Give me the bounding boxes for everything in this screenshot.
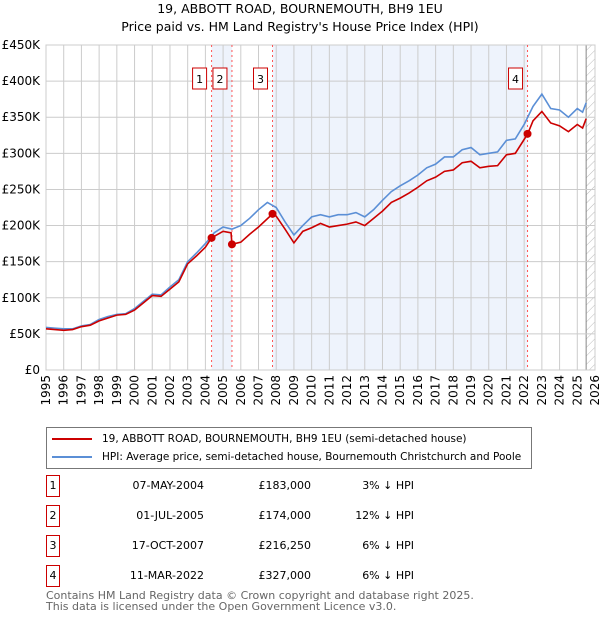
x-tick-label: 2016 [411,375,425,406]
sale-label: 3 [257,73,264,86]
y-tick-label: £150K [2,255,42,269]
y-tick-label: £300K [2,146,42,160]
footer-line-2: This data is licensed under the Open Gov… [46,600,397,613]
x-tick-label: 1998 [92,375,106,406]
x-tick-label: 2002 [163,375,177,406]
sale-label: 1 [196,73,203,86]
x-tick-label: 2017 [429,375,443,406]
sale-marker-badge: 3 [46,535,60,557]
shaded-period [211,45,232,370]
x-tick-label: 1997 [74,375,88,406]
legend-label: 19, ABBOTT ROAD, BOURNEMOUTH, BH9 1EU (s… [102,433,467,445]
x-tick-label: 2006 [234,375,248,406]
y-tick-label: £0 [25,363,40,377]
sale-date: 07-MAY-2004 [132,479,204,492]
sale-label-box [192,67,208,90]
x-tick-label: 2009 [287,375,301,406]
legend-label: HPI: Average price, semi-detached house,… [102,451,522,463]
hpi-diff: 6% ↓ HPI [362,539,414,552]
sale-label-box [253,67,269,90]
hpi-diff: 12% ↓ HPI [355,509,414,522]
y-tick-label: £50K [9,327,41,341]
x-tick-label: 2008 [269,375,283,406]
x-tick-label: 2004 [198,375,212,406]
sale-date: 01-JUL-2005 [136,509,204,522]
red-line-swatch [52,438,92,440]
sale-price: £216,250 [258,539,312,552]
sale-label: 2 [216,73,223,86]
x-tick-label: 2026 [588,375,600,406]
x-tick-label: 2025 [570,375,584,406]
sale-price: £183,000 [258,479,312,492]
x-tick-label: 2015 [393,375,407,406]
x-tick-label: 2012 [340,375,354,406]
plot-frame [45,44,596,371]
sale-marker-badge: 1 [46,475,60,497]
price-chart: £0 £50K £100K £150K £200K £250K £300K £350K £400… [2,38,600,406]
x-tick-label: 2022 [517,375,531,406]
x-tick-label: 2013 [358,375,372,406]
property-price-line [45,110,587,332]
sale-date: 11-MAR-2022 [129,569,204,582]
y-tick-label: £350K [2,110,42,124]
forecast-hatch [586,45,595,370]
y-tick-label: £400K [2,74,42,88]
x-tick-label: 2014 [375,375,389,406]
x-tick-label: 2023 [535,375,549,406]
sale-row: 3 17-OCT-2007 £216,250 6% ↓ HPI [46,535,446,557]
y-tick-label: £100K [2,291,42,305]
sale-price: £174,000 [258,509,312,522]
sale-label-box [508,67,524,90]
sale-price: £327,000 [258,569,312,582]
sale-point [227,240,236,249]
x-tick-label: 1996 [57,375,71,406]
chart-subtitle: Price paid vs. HM Land Registry's House … [121,19,479,34]
hpi-line [45,92,587,330]
sale-label-box [212,67,228,90]
x-tick-label: 2021 [499,375,513,406]
sale-row: 2 01-JUL-2005 £174,000 12% ↓ HPI [46,505,446,527]
x-tick-label: 1999 [110,375,124,406]
x-tick-label: 2020 [482,375,496,406]
sale-date: 17-OCT-2007 [131,539,204,552]
y-tick-label: £450K [2,38,42,52]
x-tick-label: 2011 [322,375,336,406]
legend: 19, ABBOTT ROAD, BOURNEMOUTH, BH9 1EU (s… [46,427,532,469]
footer-line-1: Contains HM Land Registry data © Crown c… [46,589,474,602]
legend-item-property: 19, ABBOTT ROAD, BOURNEMOUTH, BH9 1EU (s… [52,433,467,445]
x-tick-label: 2003 [181,375,195,406]
sale-point [207,233,216,242]
legend-item-hpi: HPI: Average price, semi-detached house,… [52,451,521,463]
x-tick-label: 2005 [216,375,230,406]
y-tick-label: £200K [2,219,42,233]
x-tick-label: 1995 [39,375,53,406]
hpi-diff: 6% ↓ HPI [362,569,414,582]
sale-point [268,209,277,218]
y-tick-label: £250K [2,182,42,196]
sale-row: 4 11-MAR-2022 £327,000 6% ↓ HPI [46,565,446,587]
x-tick-label: 2018 [446,375,460,406]
sale-marker-badge: 4 [46,565,60,587]
x-tick-label: 2001 [145,375,159,406]
x-tick-label: 2024 [553,375,567,406]
sale-point [523,129,532,138]
sale-row: 1 07-MAY-2004 £183,000 3% ↓ HPI [46,475,446,497]
x-tick-label: 2007 [252,375,266,406]
blue-line-swatch [52,456,92,458]
chart-title: 19, ABBOTT ROAD, BOURNEMOUTH, BH9 1EU [157,1,443,16]
hpi-diff: 3% ↓ HPI [362,479,414,492]
x-tick-label: 2010 [305,375,319,406]
sale-marker-badge: 2 [46,505,60,527]
x-tick-label: 2000 [128,375,142,406]
x-tick-label: 2019 [464,375,478,406]
sale-label: 4 [512,73,519,86]
